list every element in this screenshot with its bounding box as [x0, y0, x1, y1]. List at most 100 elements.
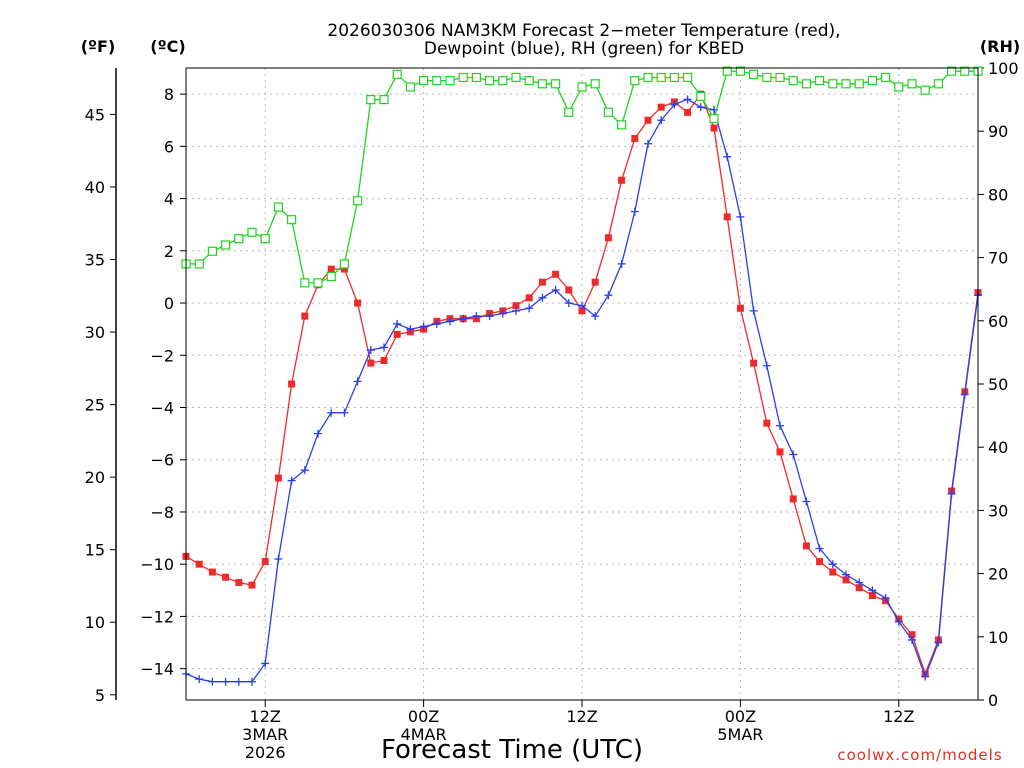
relative-humidity-point — [894, 82, 904, 92]
celsius-tick-label: 0 — [164, 294, 174, 313]
relative-humidity-point — [682, 72, 693, 83]
celsius-tick-label: −12 — [140, 607, 174, 626]
temperature-point — [855, 584, 863, 592]
temperature-point — [908, 631, 916, 639]
rh-unit-label: (RH) — [980, 37, 1020, 56]
rh-tick-label: 10 — [988, 628, 1008, 647]
temperature-point — [208, 568, 216, 576]
rh-tick-label: 90 — [988, 122, 1008, 141]
dewpoint-point — [683, 95, 692, 104]
relative-humidity-point — [313, 278, 323, 288]
plot-frame — [185, 67, 979, 701]
fahrenheit-axis: 45 40 35 30 25 20 15 10 5 — [85, 68, 117, 705]
relative-humidity-point — [828, 79, 838, 89]
time-tick-label: 4MAR — [401, 725, 447, 744]
fahrenheit-tick-label: 10 — [85, 613, 105, 632]
dewpoint-point — [960, 390, 969, 399]
dewpoint-point — [894, 617, 903, 626]
celsius-tick-label: 2 — [164, 242, 174, 261]
dewpoint-point — [512, 306, 520, 315]
dewpoint-point — [221, 677, 230, 686]
time-tick-label: 5MAR — [717, 725, 763, 744]
relative-humidity-point — [801, 79, 812, 89]
relative-humidity-point — [207, 246, 217, 256]
dewpoint-point — [921, 672, 930, 681]
temperature-point — [380, 356, 388, 364]
relative-humidity-point — [696, 91, 706, 102]
fahrenheit-tick-label: 30 — [85, 323, 105, 342]
relative-humidity-point — [960, 66, 970, 76]
temperature-point — [288, 380, 296, 388]
relative-humidity-point — [946, 66, 957, 76]
dewpoint-point — [723, 152, 732, 161]
temperature-point — [512, 302, 520, 310]
relative-humidity-point — [669, 72, 680, 83]
relative-humidity-point — [564, 107, 574, 117]
temperature-point — [538, 278, 546, 286]
rh-tick-label: 20 — [988, 565, 1008, 584]
relative-humidity-point — [260, 234, 270, 244]
rh-tick-label: 80 — [988, 185, 1008, 204]
relative-humidity-point — [471, 72, 481, 83]
temperature-point — [195, 560, 203, 568]
relative-humidity-point — [616, 120, 627, 130]
temperature-point — [684, 108, 692, 116]
relative-humidity-point — [234, 234, 244, 244]
dewpoint-point — [670, 100, 679, 109]
celsius-tick-label: 6 — [164, 137, 174, 156]
temperature-point — [327, 265, 335, 273]
relative-humidity-point — [221, 240, 231, 250]
temperature-point — [235, 578, 243, 586]
rh-tick-label: 30 — [988, 501, 1008, 520]
rh-tick-label: 70 — [988, 249, 1008, 268]
dewpoint-point — [366, 346, 375, 355]
dewpoint-point — [459, 314, 468, 323]
temperature-point — [591, 278, 599, 286]
temperature-point — [710, 124, 718, 132]
dewpoint-point — [498, 309, 507, 318]
temperature-point — [393, 330, 401, 338]
fahrenheit-tick-label: 25 — [85, 396, 105, 415]
relative-humidity-point — [735, 66, 746, 76]
dewpoint-point — [406, 325, 415, 334]
temperature-point — [763, 419, 771, 427]
temperature-point — [261, 558, 269, 566]
relative-humidity-point — [643, 72, 653, 83]
temperature-point — [565, 286, 573, 294]
relative-humidity-point — [498, 76, 508, 86]
dewpoint-point — [234, 677, 243, 686]
temperature-point — [604, 234, 612, 242]
rh-tick-label: 40 — [988, 438, 1008, 457]
temperature-point — [776, 448, 784, 456]
time-tick-label: 12Z — [250, 707, 281, 726]
temperature-point — [842, 576, 850, 584]
temperature-point — [789, 495, 797, 503]
time-tick-label: 12Z — [566, 707, 597, 726]
dewpoint-point — [644, 139, 652, 148]
temperature-point — [552, 270, 560, 278]
celsius-tick-label: −4 — [150, 399, 174, 418]
temperature-point — [354, 299, 362, 307]
temperature-point — [578, 307, 586, 315]
relative-humidity-point — [762, 72, 772, 83]
dewpoint-point — [934, 638, 943, 647]
relative-humidity-point — [353, 196, 363, 206]
relative-humidity-point — [788, 76, 798, 86]
dewpoint-point — [538, 293, 547, 302]
dewpoint-point — [551, 285, 560, 294]
time-tick-label: 00Z — [725, 707, 756, 726]
relative-humidity-point — [722, 66, 732, 76]
relative-humidity-point — [326, 271, 336, 282]
dewpoint-point — [762, 361, 771, 370]
relative-humidity-point — [550, 79, 561, 89]
temperature-point — [525, 294, 533, 302]
celsius-tick-label: 4 — [164, 190, 174, 209]
relative-humidity-point — [339, 259, 349, 269]
dewpoint-point — [881, 594, 890, 603]
relative-humidity-point — [854, 79, 864, 89]
dewpoint-point — [353, 377, 362, 386]
time-tick-label: 3MAR — [242, 725, 288, 744]
dewpoint-point — [446, 317, 454, 326]
temperature-point — [802, 542, 810, 550]
